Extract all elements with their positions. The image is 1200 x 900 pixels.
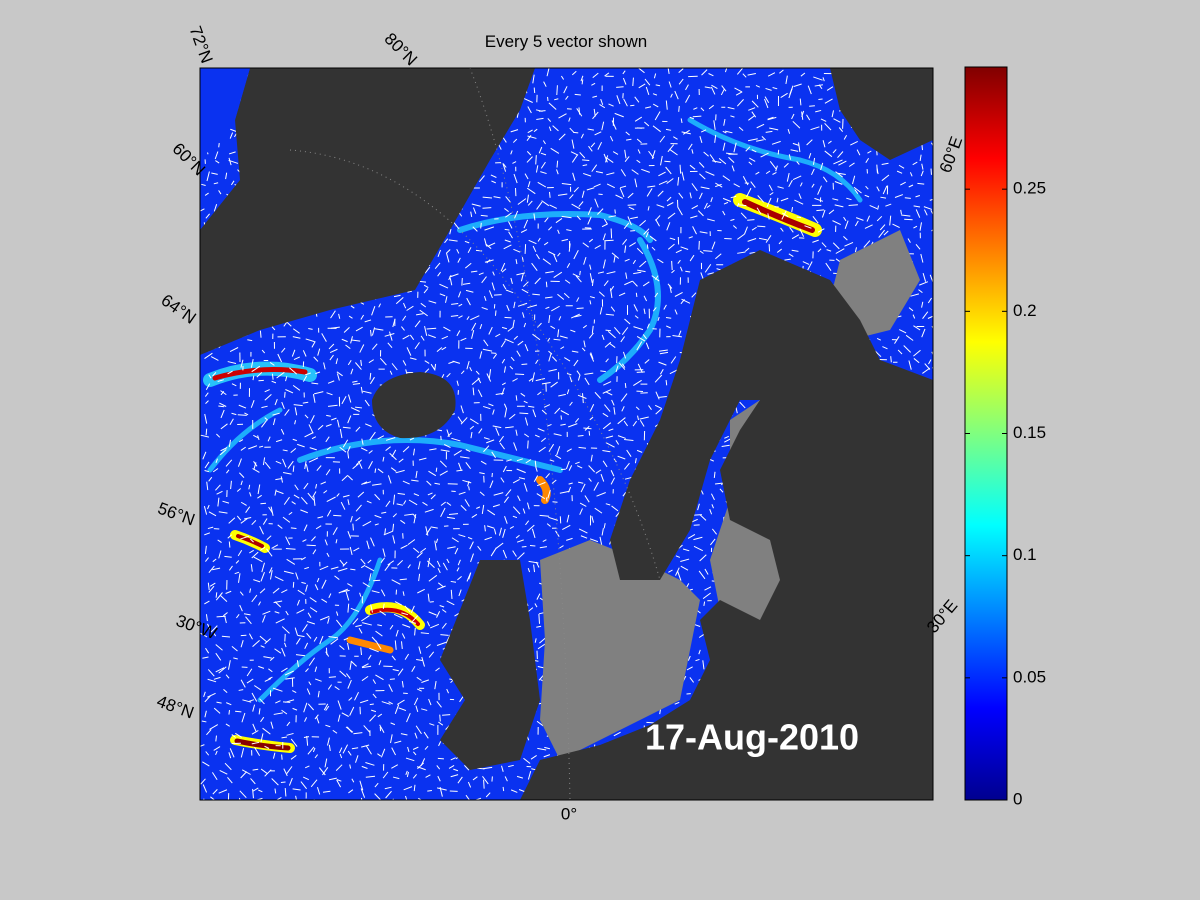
graticule [469,68,571,800]
iceland [372,372,456,439]
arctic-land [830,68,933,160]
current-streaks [203,117,863,753]
colorbar-tick-label: 0.15 [1013,423,1046,442]
ocean-corner [200,68,250,160]
colorbar-tick-label: 0.05 [1013,667,1046,686]
colorbar-tick-label: 0.2 [1013,301,1037,320]
north-sea-mask [540,540,700,760]
title: Every 5 vector shown [485,32,648,51]
colorbar-tick-label: 0 [1013,789,1022,808]
date-label: 17-Aug-2010 [645,717,859,758]
graticule-label: 0° [561,804,577,823]
map: 17-Aug-2010 [200,68,933,800]
greenland [200,68,535,355]
colorbar-tick-label: 0.25 [1013,179,1046,198]
scandinavia-europe [520,250,933,800]
colorbar [964,66,1008,801]
colorbar-tick-label: 0.1 [1013,545,1037,564]
map-frame [199,67,934,801]
british-isles [440,560,540,770]
